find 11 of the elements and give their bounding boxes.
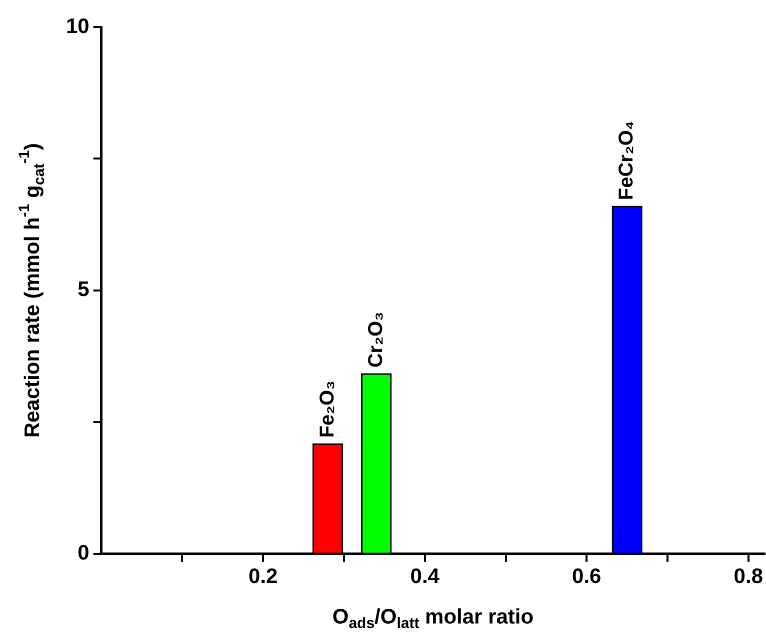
y-tick-label: 10 [66,14,90,38]
y-axis-title: Reaction rate (mmol h-1 gcat-1) [16,143,48,438]
x-tick-label: 0.4 [410,565,440,588]
x-tick-label: 0.6 [572,565,602,588]
y-tick-label: 0 [78,542,90,565]
text: FeCr₂O₄ [616,120,638,200]
y-tick-label: 5 [78,278,90,302]
x-tick-label: 0.8 [734,565,764,588]
text: Fe₂O₃ [316,380,338,438]
x-tick-label: 0.2 [248,565,278,588]
text: Cr₂O₃ [364,312,387,368]
